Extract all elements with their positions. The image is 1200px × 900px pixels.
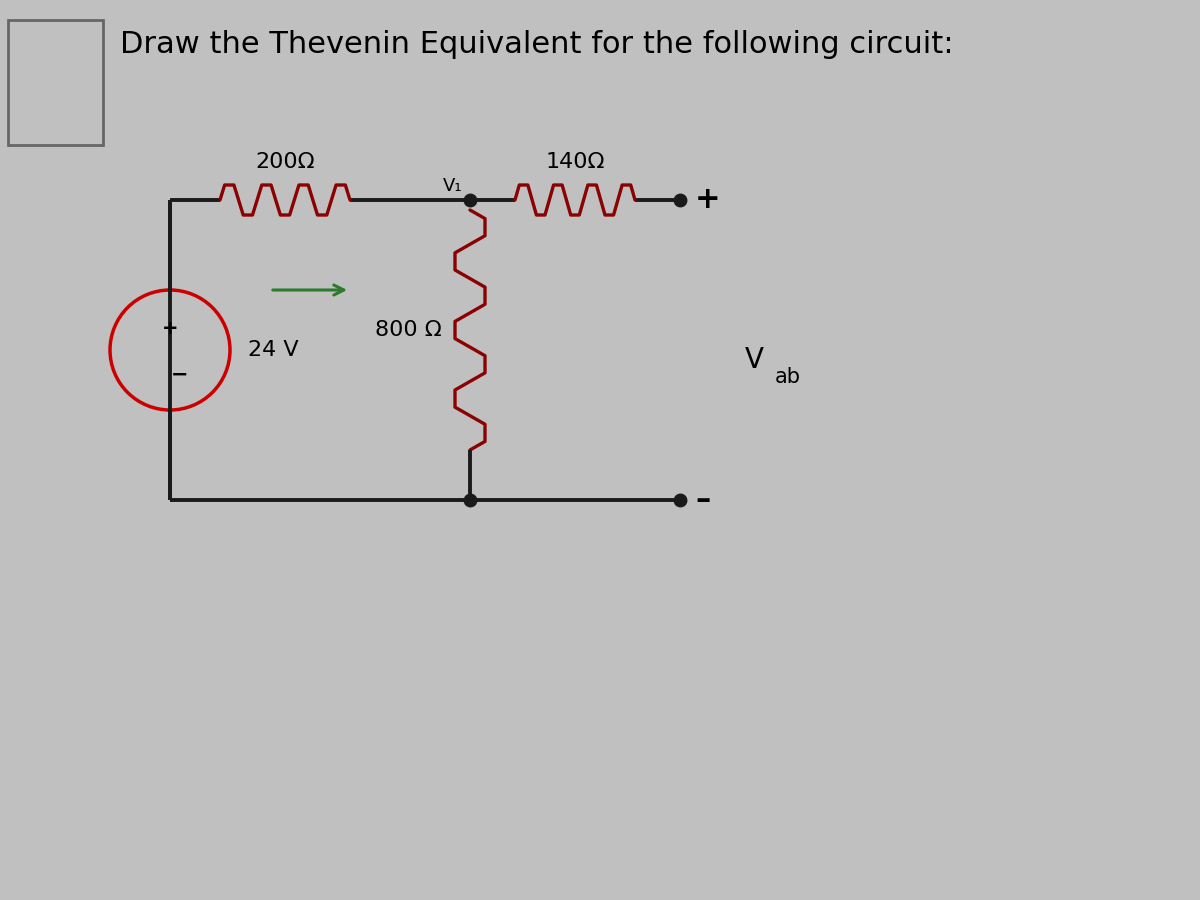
Text: +: + [162,319,179,338]
Text: −: − [172,365,188,385]
Text: 800 Ω: 800 Ω [376,320,442,340]
Text: V: V [745,346,764,374]
Text: +: + [695,185,721,214]
Text: ab: ab [775,367,802,387]
Text: 140Ω: 140Ω [545,152,605,172]
Bar [8,20,103,145]
Text: V₁: V₁ [443,177,462,195]
Text: 200Ω: 200Ω [256,152,314,172]
Text: Draw the Thevenin Equivalent for the following circuit:: Draw the Thevenin Equivalent for the fol… [120,31,954,59]
Text: 24 V: 24 V [248,340,299,360]
Text: –: – [695,485,710,515]
